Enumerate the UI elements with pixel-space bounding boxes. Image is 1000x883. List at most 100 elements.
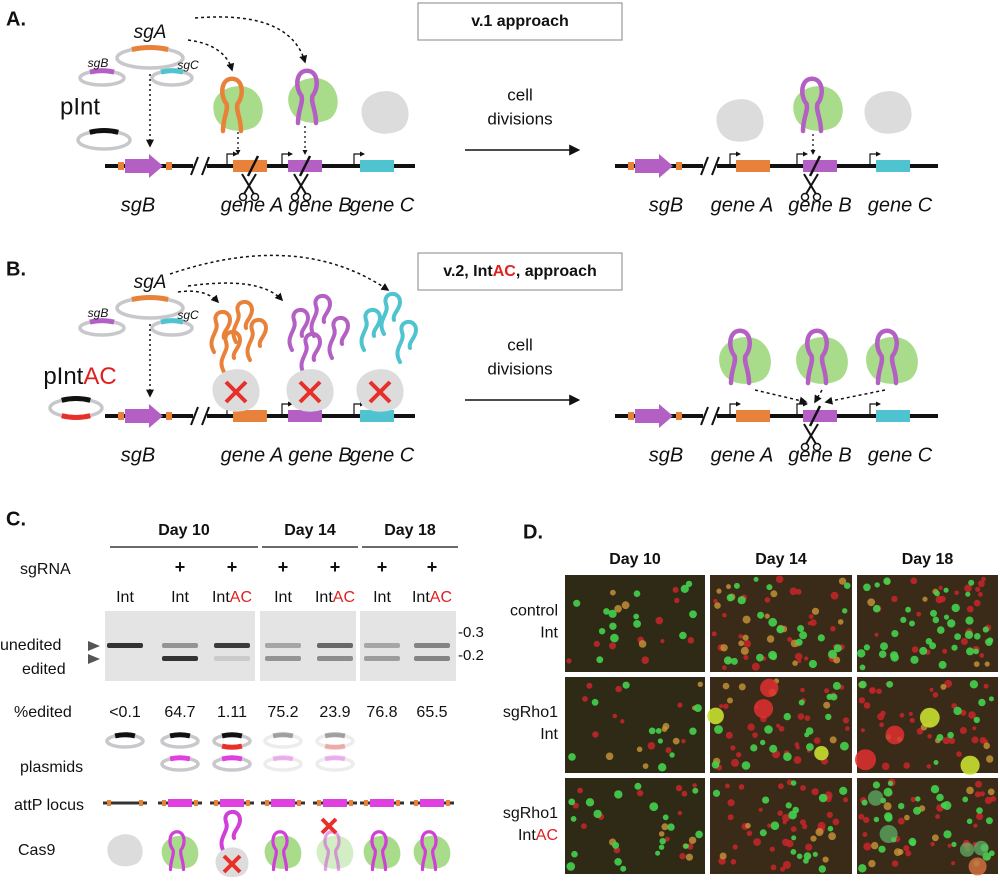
approach-title: v.1 approach bbox=[471, 13, 569, 30]
text-part: Int bbox=[540, 726, 558, 743]
cross bbox=[222, 854, 242, 874]
cell-dot bbox=[973, 840, 989, 856]
cell-dot bbox=[805, 843, 813, 851]
cell-dot bbox=[785, 802, 792, 809]
cell-dot bbox=[947, 731, 954, 739]
plus: + bbox=[377, 557, 388, 577]
cell-dot bbox=[883, 577, 891, 585]
band-unedited bbox=[107, 643, 143, 648]
cell-dot bbox=[711, 761, 720, 769]
cell-dot bbox=[793, 756, 802, 764]
cell-dot bbox=[814, 746, 829, 761]
gene bbox=[803, 410, 837, 422]
plasmid bbox=[76, 129, 132, 151]
cross bbox=[368, 380, 392, 404]
cell-dot bbox=[727, 697, 733, 704]
cell-dot bbox=[782, 861, 791, 869]
cell-dot bbox=[677, 810, 683, 816]
cell-dot bbox=[633, 590, 641, 597]
cell-dot bbox=[778, 783, 784, 790]
cell-dot bbox=[657, 738, 664, 744]
cell-dot bbox=[879, 825, 898, 843]
insert bbox=[271, 799, 295, 807]
cell-dot bbox=[636, 789, 644, 797]
cell-dot bbox=[592, 731, 599, 738]
cell-dot bbox=[730, 657, 738, 665]
cell-dot bbox=[976, 807, 983, 814]
cell-dot bbox=[568, 753, 576, 761]
cell bbox=[361, 91, 409, 134]
cell-dot bbox=[655, 850, 661, 856]
dashed-arrow bbox=[187, 282, 284, 302]
cell-dot bbox=[979, 791, 986, 797]
cell-dot bbox=[762, 796, 770, 804]
text-part: Int bbox=[315, 589, 333, 606]
cell-dot bbox=[777, 810, 783, 816]
cell-dot bbox=[909, 717, 915, 723]
cell-dot bbox=[664, 836, 670, 842]
cell-dot bbox=[620, 719, 625, 724]
cell-dot bbox=[804, 715, 811, 721]
rna-hairpin bbox=[875, 328, 899, 386]
promoter bbox=[226, 151, 238, 164]
plus: + bbox=[175, 557, 186, 577]
transition-label: divisions bbox=[487, 109, 552, 128]
plasmid-cassette bbox=[324, 732, 346, 739]
cell-dot bbox=[837, 619, 844, 625]
dashed-arrow bbox=[754, 389, 808, 405]
cell-dot bbox=[633, 620, 641, 628]
att-site bbox=[246, 800, 250, 806]
promoter bbox=[796, 151, 808, 164]
cell-dot bbox=[880, 642, 888, 651]
cell-dot bbox=[817, 634, 825, 642]
cell-dot bbox=[791, 835, 797, 841]
rna-hairpin bbox=[271, 830, 289, 872]
cell-dot bbox=[871, 841, 879, 850]
plasmid-cassette bbox=[272, 755, 294, 762]
text-part: AC bbox=[333, 589, 355, 606]
cell-dot bbox=[951, 861, 956, 866]
cell-dot bbox=[813, 737, 821, 744]
scissors bbox=[800, 192, 810, 202]
edited-value: 64.7 bbox=[164, 704, 195, 721]
cell-dot bbox=[940, 802, 947, 809]
cell-dot bbox=[681, 790, 688, 797]
cell-dot bbox=[766, 584, 773, 591]
cell-dot bbox=[675, 784, 683, 792]
gene bbox=[360, 410, 394, 422]
plasmid-cassette bbox=[160, 318, 184, 325]
cell-dot bbox=[874, 582, 880, 588]
cell-dot bbox=[987, 637, 994, 644]
cell-dot bbox=[863, 583, 871, 592]
break-gap bbox=[703, 162, 717, 170]
cell-dot bbox=[750, 744, 758, 752]
cell-dot bbox=[692, 787, 699, 794]
cell-dot bbox=[954, 633, 961, 640]
cell-dot bbox=[811, 607, 820, 615]
day-header: Day 10 bbox=[609, 551, 661, 568]
dashed-arrow bbox=[194, 16, 308, 64]
cell-dot bbox=[737, 596, 746, 605]
cell-dot bbox=[885, 725, 905, 745]
promoter bbox=[281, 401, 293, 414]
plus: + bbox=[227, 557, 238, 577]
att-site bbox=[107, 800, 111, 806]
cell-dot bbox=[770, 590, 778, 598]
sg-arrow bbox=[635, 154, 673, 178]
cell-dot bbox=[830, 693, 838, 701]
cell-dot bbox=[815, 828, 824, 837]
band-edited bbox=[214, 656, 250, 661]
cell-dot bbox=[868, 859, 876, 868]
cell-dot bbox=[769, 744, 778, 753]
cell-dot bbox=[863, 842, 872, 851]
cell-dot bbox=[743, 640, 752, 648]
plasmid-cassette bbox=[61, 413, 91, 420]
plasmid bbox=[315, 733, 355, 749]
cell-dot bbox=[984, 796, 993, 805]
break-mark bbox=[700, 156, 709, 176]
cell-dot bbox=[886, 681, 894, 688]
cell-dot bbox=[726, 594, 735, 602]
dashed-arrow bbox=[177, 290, 220, 304]
gene bbox=[360, 160, 394, 172]
cell-dot bbox=[951, 603, 960, 613]
